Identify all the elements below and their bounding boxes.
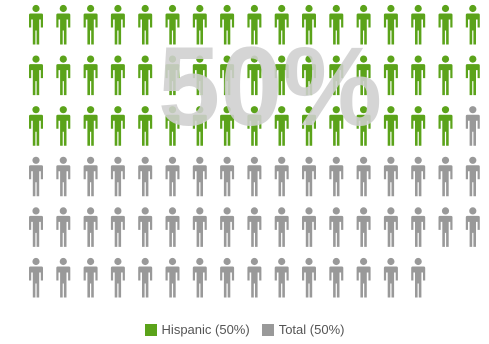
person-icon-hispanic bbox=[29, 106, 43, 146]
person-icon-total bbox=[111, 157, 125, 197]
person-icon-total bbox=[357, 258, 371, 298]
person-icon-hispanic bbox=[84, 56, 98, 96]
person-icon-hispanic bbox=[138, 56, 152, 96]
person-icon-total bbox=[466, 106, 480, 146]
person-icon-total bbox=[466, 157, 480, 197]
person-icon-total bbox=[275, 258, 289, 298]
person-icon-hispanic bbox=[411, 56, 425, 96]
person-icon-total bbox=[111, 207, 125, 247]
person-icon-total bbox=[29, 258, 43, 298]
person-icon-total bbox=[56, 157, 70, 197]
person-icon-hispanic bbox=[56, 5, 70, 45]
person-icon-total bbox=[329, 157, 343, 197]
person-icon-total bbox=[384, 157, 398, 197]
person-icon-hispanic bbox=[29, 5, 43, 45]
person-icon-total bbox=[439, 207, 453, 247]
person-icon-total bbox=[166, 157, 180, 197]
legend-item-total[interactable]: Total (50%) bbox=[262, 322, 345, 337]
person-icon-total bbox=[411, 207, 425, 247]
person-icon-total bbox=[220, 258, 234, 298]
person-icon-hispanic bbox=[111, 5, 125, 45]
person-icon-hispanic bbox=[56, 106, 70, 146]
legend-label-hispanic: Hispanic (50%) bbox=[162, 322, 250, 337]
person-icon-total bbox=[138, 207, 152, 247]
person-icon-total bbox=[56, 207, 70, 247]
person-icon-total bbox=[56, 258, 70, 298]
person-icon-hispanic bbox=[466, 56, 480, 96]
person-icon-hispanic bbox=[384, 106, 398, 146]
person-icon-total bbox=[329, 207, 343, 247]
person-icon-total bbox=[111, 258, 125, 298]
person-icon-total bbox=[247, 157, 261, 197]
person-icon-total bbox=[138, 258, 152, 298]
person-icon-hispanic bbox=[439, 5, 453, 45]
legend-swatch-total bbox=[262, 324, 274, 336]
legend-item-hispanic[interactable]: Hispanic (50%) bbox=[145, 322, 250, 337]
person-icon-total bbox=[193, 258, 207, 298]
person-icon-hispanic bbox=[138, 5, 152, 45]
person-icon-total bbox=[411, 258, 425, 298]
person-icon-hispanic bbox=[439, 106, 453, 146]
person-icon-total bbox=[411, 157, 425, 197]
person-icon-hispanic bbox=[111, 56, 125, 96]
person-icon-total bbox=[384, 207, 398, 247]
person-icon-hispanic bbox=[384, 5, 398, 45]
person-icon-total bbox=[193, 157, 207, 197]
person-icon-total bbox=[384, 258, 398, 298]
person-icon-total bbox=[29, 157, 43, 197]
person-icon-total bbox=[166, 258, 180, 298]
person-icon-total bbox=[357, 207, 371, 247]
person-icon-total bbox=[275, 157, 289, 197]
person-icon-total bbox=[302, 157, 316, 197]
person-icon-hispanic bbox=[84, 5, 98, 45]
center-percentage-label: 50% bbox=[158, 24, 382, 149]
person-icon-total bbox=[29, 207, 43, 247]
person-icon-total bbox=[220, 157, 234, 197]
person-icon-hispanic bbox=[466, 5, 480, 45]
person-icon-total bbox=[247, 258, 261, 298]
person-icon-total bbox=[357, 157, 371, 197]
person-icon-total bbox=[138, 157, 152, 197]
person-icon-hispanic bbox=[384, 56, 398, 96]
legend-swatch-hispanic bbox=[145, 324, 157, 336]
person-icon-hispanic bbox=[439, 56, 453, 96]
person-icon-total bbox=[193, 207, 207, 247]
person-icon-hispanic bbox=[84, 106, 98, 146]
person-icon-total bbox=[220, 207, 234, 247]
person-icon-total bbox=[84, 157, 98, 197]
person-icon-total bbox=[275, 207, 289, 247]
person-icon-hispanic bbox=[29, 56, 43, 96]
person-icon-total bbox=[439, 157, 453, 197]
person-icon-hispanic bbox=[138, 106, 152, 146]
person-icon-hispanic bbox=[56, 56, 70, 96]
person-icon-hispanic bbox=[411, 5, 425, 45]
legend: Hispanic (50%) Total (50%) bbox=[0, 322, 489, 337]
legend-label-total: Total (50%) bbox=[279, 322, 345, 337]
person-icon-total bbox=[84, 258, 98, 298]
person-icon-hispanic bbox=[111, 106, 125, 146]
person-icon-total bbox=[329, 258, 343, 298]
person-icon-total bbox=[166, 207, 180, 247]
person-icon-total bbox=[247, 207, 261, 247]
person-icon-total bbox=[302, 207, 316, 247]
person-icon-total bbox=[466, 207, 480, 247]
person-icon-hispanic bbox=[411, 106, 425, 146]
person-icon-total bbox=[302, 258, 316, 298]
person-icon-total bbox=[84, 207, 98, 247]
